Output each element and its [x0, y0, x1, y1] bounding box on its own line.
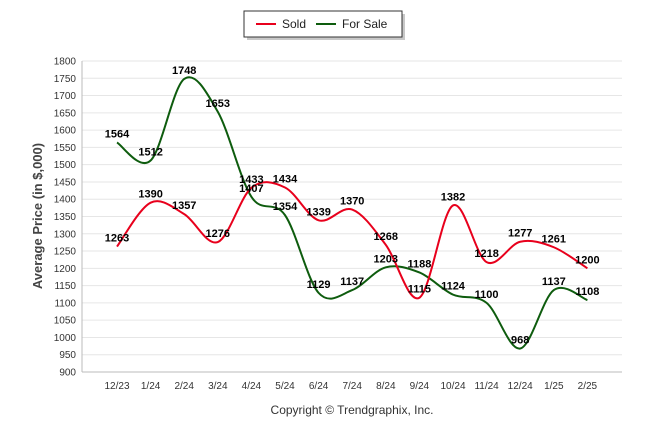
- legend-label-for-sale: For Sale: [342, 17, 388, 31]
- data-label-for-sale: 1124: [441, 281, 466, 293]
- x-tick-label: 6/24: [309, 381, 329, 392]
- x-tick-label: 12/23: [104, 381, 129, 392]
- data-label-sold: 1115: [408, 284, 431, 296]
- y-tick-label: 900: [59, 368, 76, 379]
- data-label-for-sale: 1564: [105, 129, 130, 141]
- series-lines: [116, 76, 588, 350]
- x-tick-label: 11/24: [474, 381, 499, 392]
- data-label-sold: 1261: [542, 233, 566, 245]
- y-axis-title: Average Price (in $,000): [30, 143, 45, 289]
- data-label-for-sale: 1748: [172, 65, 196, 77]
- data-label-for-sale: 1129: [307, 279, 331, 291]
- x-tick-label: 5/24: [275, 381, 295, 392]
- y-tick-label: 1500: [54, 160, 77, 171]
- data-label-sold: 1390: [138, 189, 162, 201]
- chart-legend: Sold For Sale: [243, 10, 405, 40]
- y-tick-label: 1250: [54, 247, 77, 258]
- y-tick-label: 1000: [54, 333, 77, 344]
- x-tick-label: 10/24: [440, 381, 465, 392]
- data-label-for-sale: 1653: [206, 98, 230, 110]
- data-label-for-sale: 1100: [475, 289, 499, 301]
- y-tick-label: 950: [59, 350, 76, 361]
- data-label-sold: 1339: [306, 206, 330, 218]
- x-tick-label: 2/24: [174, 381, 194, 392]
- x-tick-label: 9/24: [410, 381, 430, 392]
- x-tick-label: 12/24: [508, 381, 533, 392]
- data-label-sold: 1263: [105, 233, 129, 245]
- y-tick-label: 1700: [54, 91, 77, 102]
- data-label-sold: 1200: [575, 254, 599, 266]
- data-label-sold: 1277: [508, 228, 532, 240]
- copyright-text: Copyright © Trendgraphix, Inc.: [271, 403, 434, 417]
- x-tick-label: 3/24: [208, 381, 228, 392]
- series-line-sold: [116, 181, 588, 300]
- data-label-sold: 1433: [239, 174, 263, 186]
- data-label-sold: 1218: [474, 248, 498, 260]
- y-tick-label: 1050: [54, 316, 77, 327]
- y-tick-label: 1100: [54, 298, 76, 309]
- y-tick-label: 1650: [54, 108, 77, 119]
- data-label-for-sale: 1407: [239, 183, 263, 195]
- grid-lines: [82, 60, 622, 373]
- legend-label-sold: Sold: [282, 17, 306, 31]
- data-label-for-sale: 1137: [340, 276, 364, 288]
- x-tick-label: 1/25: [544, 381, 564, 392]
- y-tick-label: 1750: [54, 74, 77, 85]
- data-label-sold: 1370: [340, 196, 364, 208]
- x-tick-label: 4/24: [242, 381, 262, 392]
- data-label-for-sale: 1203: [374, 253, 398, 265]
- x-tick-label: 8/24: [376, 381, 396, 392]
- data-label-for-sale: 1188: [407, 258, 431, 270]
- y-tick-label: 1600: [54, 126, 77, 137]
- data-label-for-sale: 1512: [138, 147, 162, 159]
- data-label-sold: 1357: [172, 200, 196, 212]
- data-label-for-sale: 1354: [273, 201, 298, 213]
- data-labels: 1263 1390 1357 1276 1433 1434 1339 1370 1268 1115…: [105, 65, 600, 347]
- y-tick-label: 1400: [54, 195, 77, 206]
- data-label-for-sale: 1137: [542, 276, 566, 288]
- data-label-sold: 1276: [206, 228, 230, 240]
- y-tick-label: 1800: [54, 57, 77, 68]
- data-label-for-sale: 1108: [575, 286, 599, 298]
- axes: 900 950 1000 1050 1100 1150 1200 1250 1300 1350 14…: [54, 57, 622, 392]
- x-tick-label: 7/24: [342, 381, 362, 392]
- y-tick-label: 1300: [54, 229, 77, 240]
- data-label-sold: 1268: [374, 231, 398, 243]
- y-tick-label: 1450: [54, 177, 77, 188]
- y-tick-label: 1550: [54, 143, 77, 154]
- x-tick-label: 2/25: [578, 381, 598, 392]
- y-tick-label: 1200: [54, 264, 77, 275]
- y-tick-label: 1350: [54, 212, 77, 223]
- x-tick-label: 1/24: [141, 381, 161, 392]
- data-label-for-sale: 968: [511, 335, 529, 347]
- data-label-sold: 1382: [441, 191, 465, 203]
- series-line-for-sale: [116, 76, 588, 350]
- y-tick-label: 1150: [54, 281, 76, 292]
- data-label-sold: 1434: [273, 173, 298, 185]
